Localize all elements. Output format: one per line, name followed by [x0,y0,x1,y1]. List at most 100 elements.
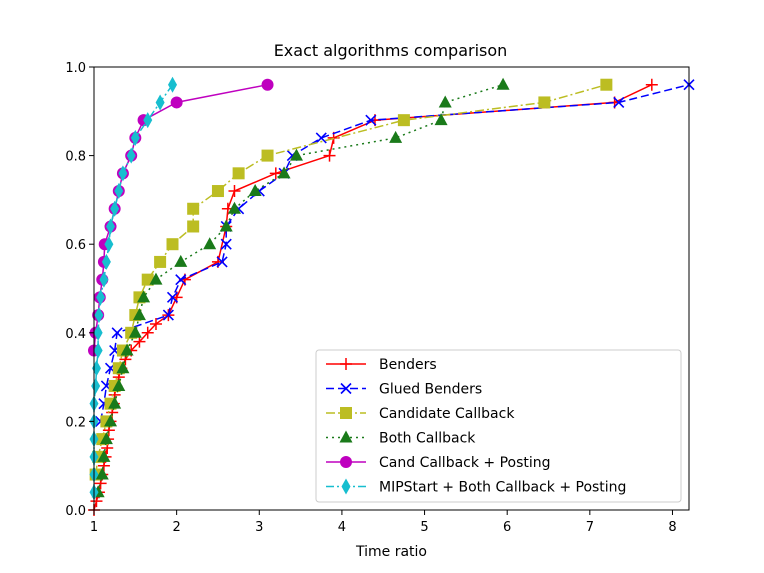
data-point [166,291,179,303]
data-point [438,95,452,108]
legend-marker [339,430,353,443]
data-point [111,327,123,339]
series-line [93,83,268,351]
legend-marker [340,382,352,395]
data-point [94,307,104,324]
legend-marker [340,456,352,468]
legend-entry: Candidate Callback [326,406,515,422]
data-point [216,256,228,268]
data-point [538,96,551,109]
data-point [143,112,153,129]
data-point [97,449,111,462]
legend-entry: MIPStart + Both Callback + Posting [326,478,626,496]
plot-area-frame [93,66,690,511]
data-point [155,94,165,111]
legend-label: MIPStart + Both Callback + Posting [379,480,626,496]
data-point [175,274,187,286]
legend-entry: Benders [326,357,437,373]
data-point [128,325,142,338]
data-point [149,272,163,285]
chart-title: Exact algorithms comparison [274,41,508,60]
data-point [168,76,178,93]
x-tick-label: 6 [503,520,511,535]
legend-label: Benders [379,357,437,373]
y-tick-label: 0.0 [65,504,86,519]
legend-marker [340,358,352,370]
legend-entry: Cand Callback + Posting [326,455,551,471]
legend-label: Cand Callback + Posting [379,455,551,471]
data-point [110,200,120,217]
data-point [108,396,122,409]
data-point [104,414,118,427]
data-point [187,202,200,215]
data-point [434,113,448,126]
y-tick-label: 0.4 [65,327,86,342]
data-point [203,237,217,250]
data-point [132,308,146,321]
data-point [93,324,103,341]
data-point [106,218,116,235]
data-point [289,148,303,161]
data-point [323,149,336,162]
x-tick-label: 5 [420,520,428,535]
data-point [137,290,151,303]
x-tick-label: 3 [255,520,263,535]
data-point [248,184,262,197]
data-point [174,254,188,267]
y-tick-label: 0.8 [65,150,86,165]
data-point [389,130,403,143]
data-point [600,78,613,91]
data-point [269,167,282,180]
series-4 [88,78,274,357]
legend-marker [341,478,351,495]
data-point [162,309,174,321]
legend-label: Candidate Callback [379,406,515,422]
data-point [93,342,103,359]
data-point [95,467,109,480]
data-point [211,185,224,198]
data-point [227,201,241,214]
x-tick-label: 2 [172,520,180,535]
data-point [187,220,200,233]
data-point [261,78,274,91]
data-point [141,326,154,339]
data-point [116,361,130,374]
data-point [91,377,101,394]
data-point [99,271,109,288]
series-line [94,83,607,475]
data-point [645,78,658,91]
data-point [154,255,167,268]
y-tick-label: 0.2 [65,415,86,430]
x-tick-label: 1 [90,520,98,535]
data-point [126,147,136,164]
data-point [120,343,134,356]
data-point [101,253,111,270]
data-point [496,77,510,90]
data-point [91,360,101,377]
y-tick-label: 1.0 [65,61,86,76]
data-point [149,317,162,330]
legend-frame [315,349,682,503]
data-point [104,236,114,253]
legend: Benders Glued Benders Candidate Callback Bo… [315,349,682,503]
legend-entry: Glued Benders [326,382,482,398]
data-point [118,165,128,182]
data-point [365,114,377,126]
x-tick-label: 4 [338,520,346,535]
series-line [99,83,690,422]
y-tick-label: 0.6 [65,238,86,253]
data-point [166,238,179,251]
legend-entry: Both Callback [326,430,476,447]
data-point [220,238,232,250]
data-point [228,185,241,198]
x-tick-label: 8 [668,520,676,535]
data-point [261,149,274,162]
legend-label: Glued Benders [379,382,482,398]
data-point [96,289,106,306]
data-point [397,114,410,127]
data-point [130,129,140,146]
legend-label: Both Callback [379,431,476,447]
data-point [277,166,291,179]
data-point [232,167,245,180]
